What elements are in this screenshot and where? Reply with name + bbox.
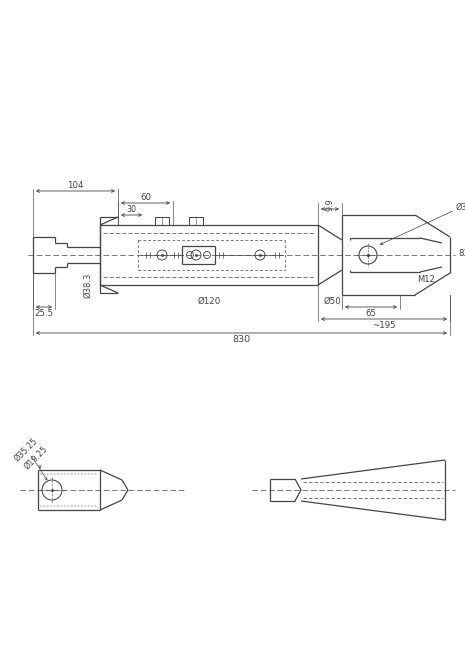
Text: 104: 104 [67,181,84,190]
Text: 83: 83 [458,248,465,257]
Text: 60: 60 [140,192,151,201]
Text: 25.5: 25.5 [34,308,53,317]
Text: 30: 30 [126,206,137,215]
Text: M12: M12 [417,275,435,284]
Text: Ø50: Ø50 [323,297,341,306]
Text: Ø120: Ø120 [197,297,220,306]
Bar [155,217,169,225]
Bar [189,217,203,225]
Text: Ø38.3: Ø38.3 [83,272,92,298]
Text: Ø19.25: Ø19.25 [22,444,50,471]
Text: Ø35.25: Ø35.25 [456,203,465,212]
Text: 9.9: 9.9 [326,199,334,212]
Text: Ø35.25: Ø35.25 [13,437,40,464]
Text: 65: 65 [365,310,377,319]
Text: ~195: ~195 [372,321,396,330]
Text: 830: 830 [232,335,251,344]
